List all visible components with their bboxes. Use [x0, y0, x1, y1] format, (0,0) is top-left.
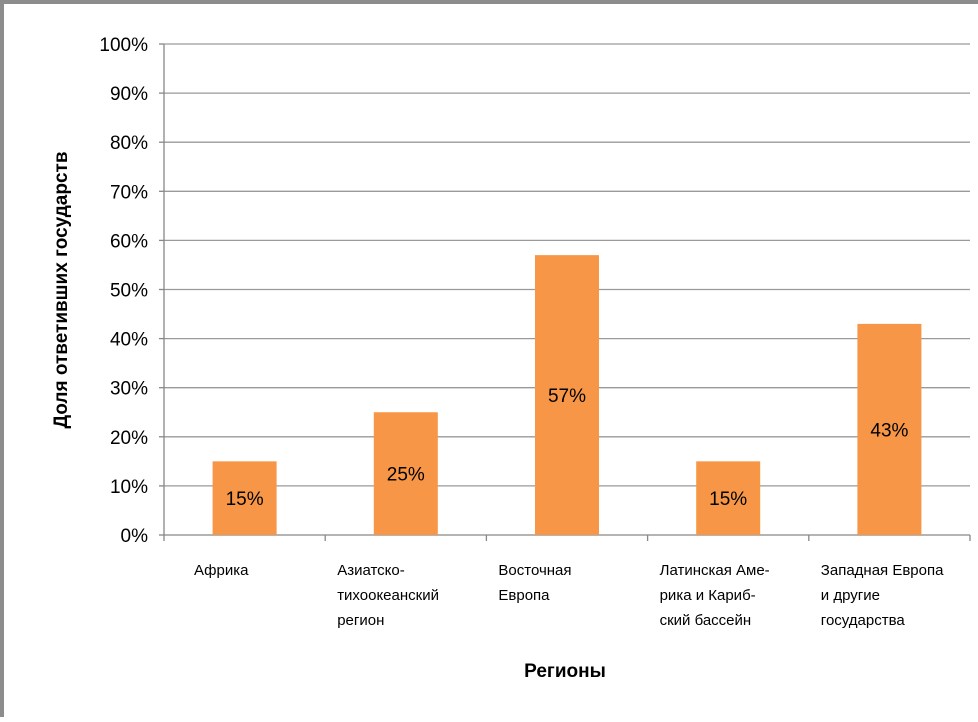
- data-label: 43%: [870, 420, 908, 441]
- x-tick-label-line: и другие: [821, 587, 880, 604]
- bar: [373, 412, 438, 535]
- y-tick-label: 50%: [110, 281, 148, 302]
- y-tick-label: 40%: [110, 330, 148, 351]
- bar: [212, 461, 277, 535]
- bar: [535, 255, 599, 535]
- bar: [696, 461, 761, 535]
- y-tick-label: 30%: [110, 379, 148, 400]
- x-tick-label-line: ский бассейн: [660, 612, 752, 629]
- bars: 15% 25% 57% 15% 43%: [212, 255, 922, 535]
- x-tick-label: Азиатско-тихоокеанский регион: [337, 562, 439, 629]
- x-tick-label-line: Восточная: [498, 562, 571, 579]
- bar-chart: 0% 10% 20% 30% 40% 50% 60% 70% 80% 90% 100% 15% 25%…: [51, 35, 971, 682]
- x-tick-label-line: тихоокеанский: [337, 587, 439, 604]
- y-tick-labels: 0% 10% 20% 30% 40% 50% 60% 70% 80% 90% 100%: [99, 35, 148, 547]
- y-tick-label: 80%: [110, 133, 148, 154]
- x-tick-label: Латинская Аме-рика и Кариб-ский бассейн: [660, 562, 770, 629]
- x-tick-label-line: регион: [337, 612, 384, 629]
- x-tick-labels: Африка Азиатско-тихоокеанский регион Восточ…: [194, 562, 944, 629]
- x-tick-label-line: Европа: [498, 587, 550, 604]
- x-tick-label-line: Западная Европа: [821, 562, 944, 579]
- x-tick-label-line: рика и Кариб-: [660, 587, 756, 604]
- x-tick-label-line: Африка: [194, 562, 249, 579]
- bar: [857, 323, 922, 535]
- y-axis-label: Доля ответивших государств: [51, 151, 72, 428]
- y-tick-label: 20%: [110, 428, 148, 449]
- data-label: 15%: [709, 489, 747, 510]
- y-tick-label: 70%: [110, 182, 148, 203]
- x-tick-label-line: Азиатско-: [337, 562, 405, 579]
- y-tick-label: 60%: [110, 231, 148, 252]
- x-tick-label-line: Латинская Аме-: [660, 562, 770, 579]
- y-tick-label: 0%: [121, 526, 149, 547]
- y-tick-label: 90%: [110, 84, 148, 105]
- x-tick-label-line: государства: [821, 612, 906, 629]
- x-tick-label: Восточная Европа: [498, 562, 571, 604]
- data-label: 15%: [226, 489, 264, 510]
- x-tick-label: Западная Европа и другие государства: [821, 562, 944, 629]
- y-tick-label: 10%: [110, 477, 148, 498]
- data-label: 25%: [387, 465, 425, 486]
- x-axis-label: Регионы: [524, 661, 606, 682]
- y-tick-label: 100%: [99, 35, 148, 56]
- x-tick-label: Африка: [194, 562, 249, 579]
- data-label: 57%: [548, 386, 586, 407]
